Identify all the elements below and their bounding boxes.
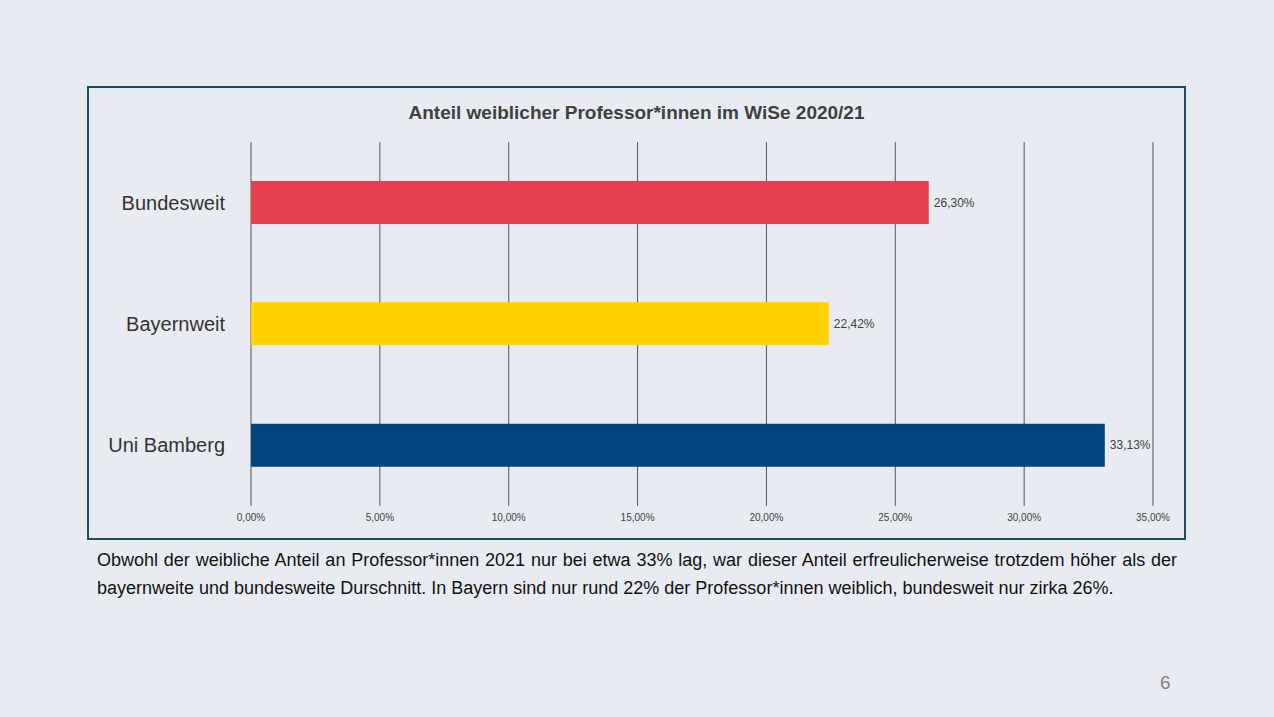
svg-text:15,00%: 15,00% [621, 512, 655, 523]
svg-text:5,00%: 5,00% [366, 512, 394, 523]
svg-text:10,00%: 10,00% [492, 512, 526, 523]
svg-text:Bayernweit: Bayernweit [126, 313, 225, 335]
svg-text:0,00%: 0,00% [237, 512, 265, 523]
svg-text:20,00%: 20,00% [749, 512, 783, 523]
html-text:Obwohl der weibliche Anteil an: Obwohl der weibliche Anteil an Professor… [97, 550, 1177, 598]
svg-text:35,00%: 35,00% [1136, 512, 1170, 523]
html-text:Anteil weiblicher Professor*in: Anteil weiblicher Professor*innen im WiS… [408, 102, 865, 123]
svg-text:33,13%: 33,13% [1110, 438, 1151, 452]
svg-text:30,00%: 30,00% [1007, 512, 1041, 523]
svg-text:Bundesweit: Bundesweit [122, 192, 226, 214]
svg-text:25,00%: 25,00% [878, 512, 912, 523]
svg-text:26,30%: 26,30% [934, 196, 975, 210]
html-text:6: 6 [1160, 672, 1171, 693]
svg-text:22,42%: 22,42% [834, 317, 875, 331]
svg-text:Uni Bamberg: Uni Bamberg [108, 434, 225, 456]
